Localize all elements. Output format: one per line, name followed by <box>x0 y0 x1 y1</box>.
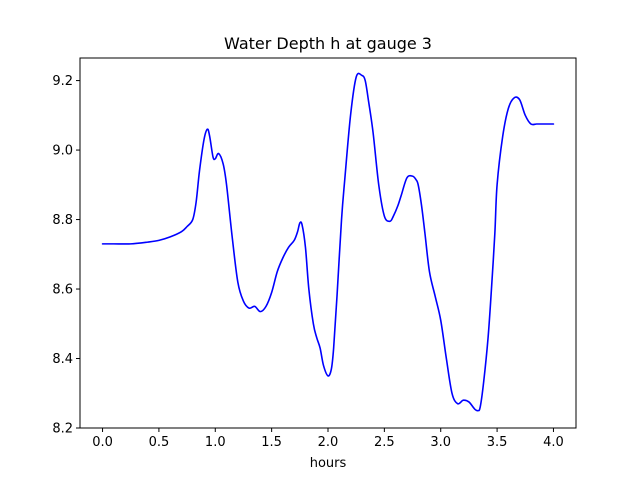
x-axis-label: hours <box>310 456 347 471</box>
y-tick-label: 8.6 <box>52 283 73 298</box>
chart-title: Water Depth h at gauge 3 <box>224 34 432 53</box>
y-tick-label: 9.0 <box>52 144 73 159</box>
x-tick-label: 3.0 <box>430 435 451 450</box>
plot-background <box>80 58 576 428</box>
axes: 0.0 0.5 1.0 1.5 2.0 2.5 3.0 3.5 4.0 8.2 8.4 8.6 8.8 9… <box>52 57 577 450</box>
x-tick-label: 3.5 <box>487 435 508 450</box>
x-tick-label: 2.0 <box>318 435 339 450</box>
y-tick-label: 8.2 <box>52 422 73 437</box>
x-tick-label: 0.5 <box>149 435 170 450</box>
y-tick-label: 9.2 <box>52 74 73 89</box>
y-tick-label: 8.8 <box>52 213 73 228</box>
x-tick-label: 2.5 <box>374 435 395 450</box>
x-tick-label: 0.0 <box>92 435 113 450</box>
plot-area <box>80 58 576 428</box>
x-tick-label: 1.5 <box>261 435 282 450</box>
series-line-0 <box>101 72 555 412</box>
y-tick-label: 8.4 <box>52 352 73 367</box>
x-tick-label: 4.0 <box>543 435 564 450</box>
x-tick-label: 1.0 <box>205 435 226 450</box>
